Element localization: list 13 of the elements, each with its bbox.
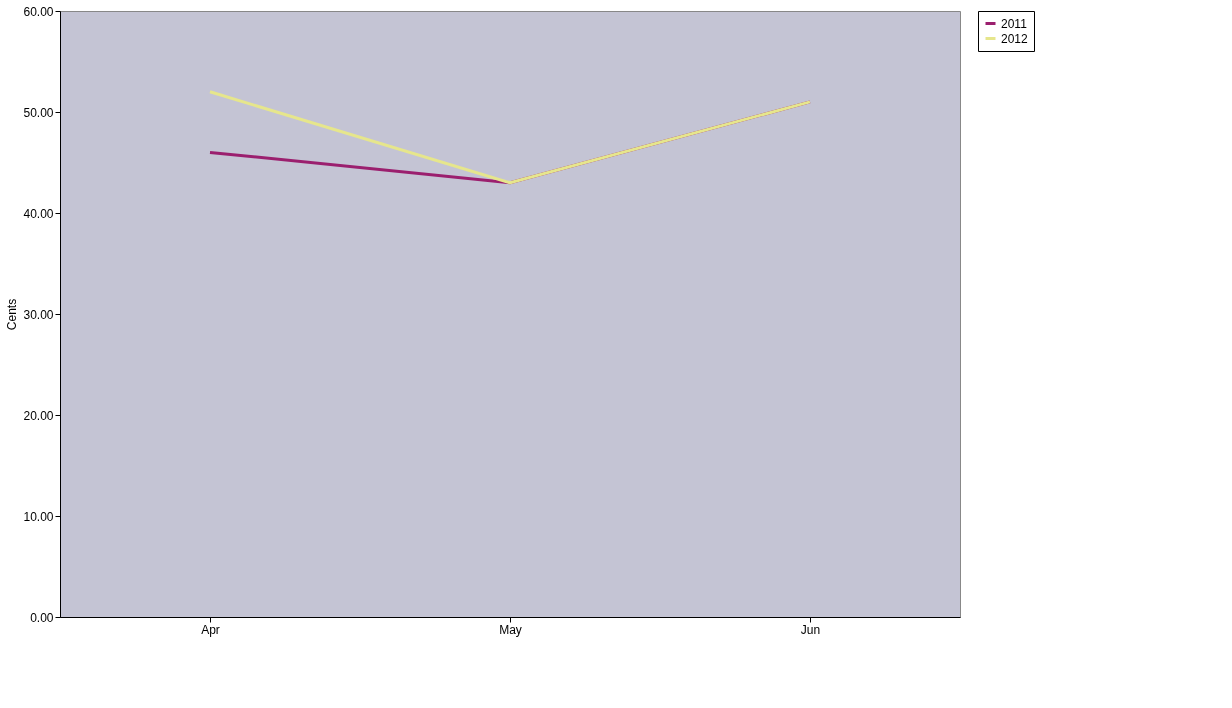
x-tick-label: May xyxy=(499,622,522,637)
y-tick-label: 40.00 xyxy=(23,206,54,221)
y-tick-label: 50.00 xyxy=(23,105,54,120)
y-tick-label: 30.00 xyxy=(23,307,54,322)
legend-label: 2011 xyxy=(1001,16,1028,31)
y-tick-label: 60.00 xyxy=(23,4,54,19)
y-tick-label: 20.00 xyxy=(23,408,54,423)
x-tick-label: Jun xyxy=(800,622,821,637)
x-tick-label: Apr xyxy=(201,622,220,637)
y-axis-title: Cents xyxy=(5,298,20,331)
legend-label: 2012 xyxy=(1001,31,1029,46)
y-tick-label: 10.00 xyxy=(23,509,54,524)
y-tick-label: 0.00 xyxy=(30,610,54,625)
